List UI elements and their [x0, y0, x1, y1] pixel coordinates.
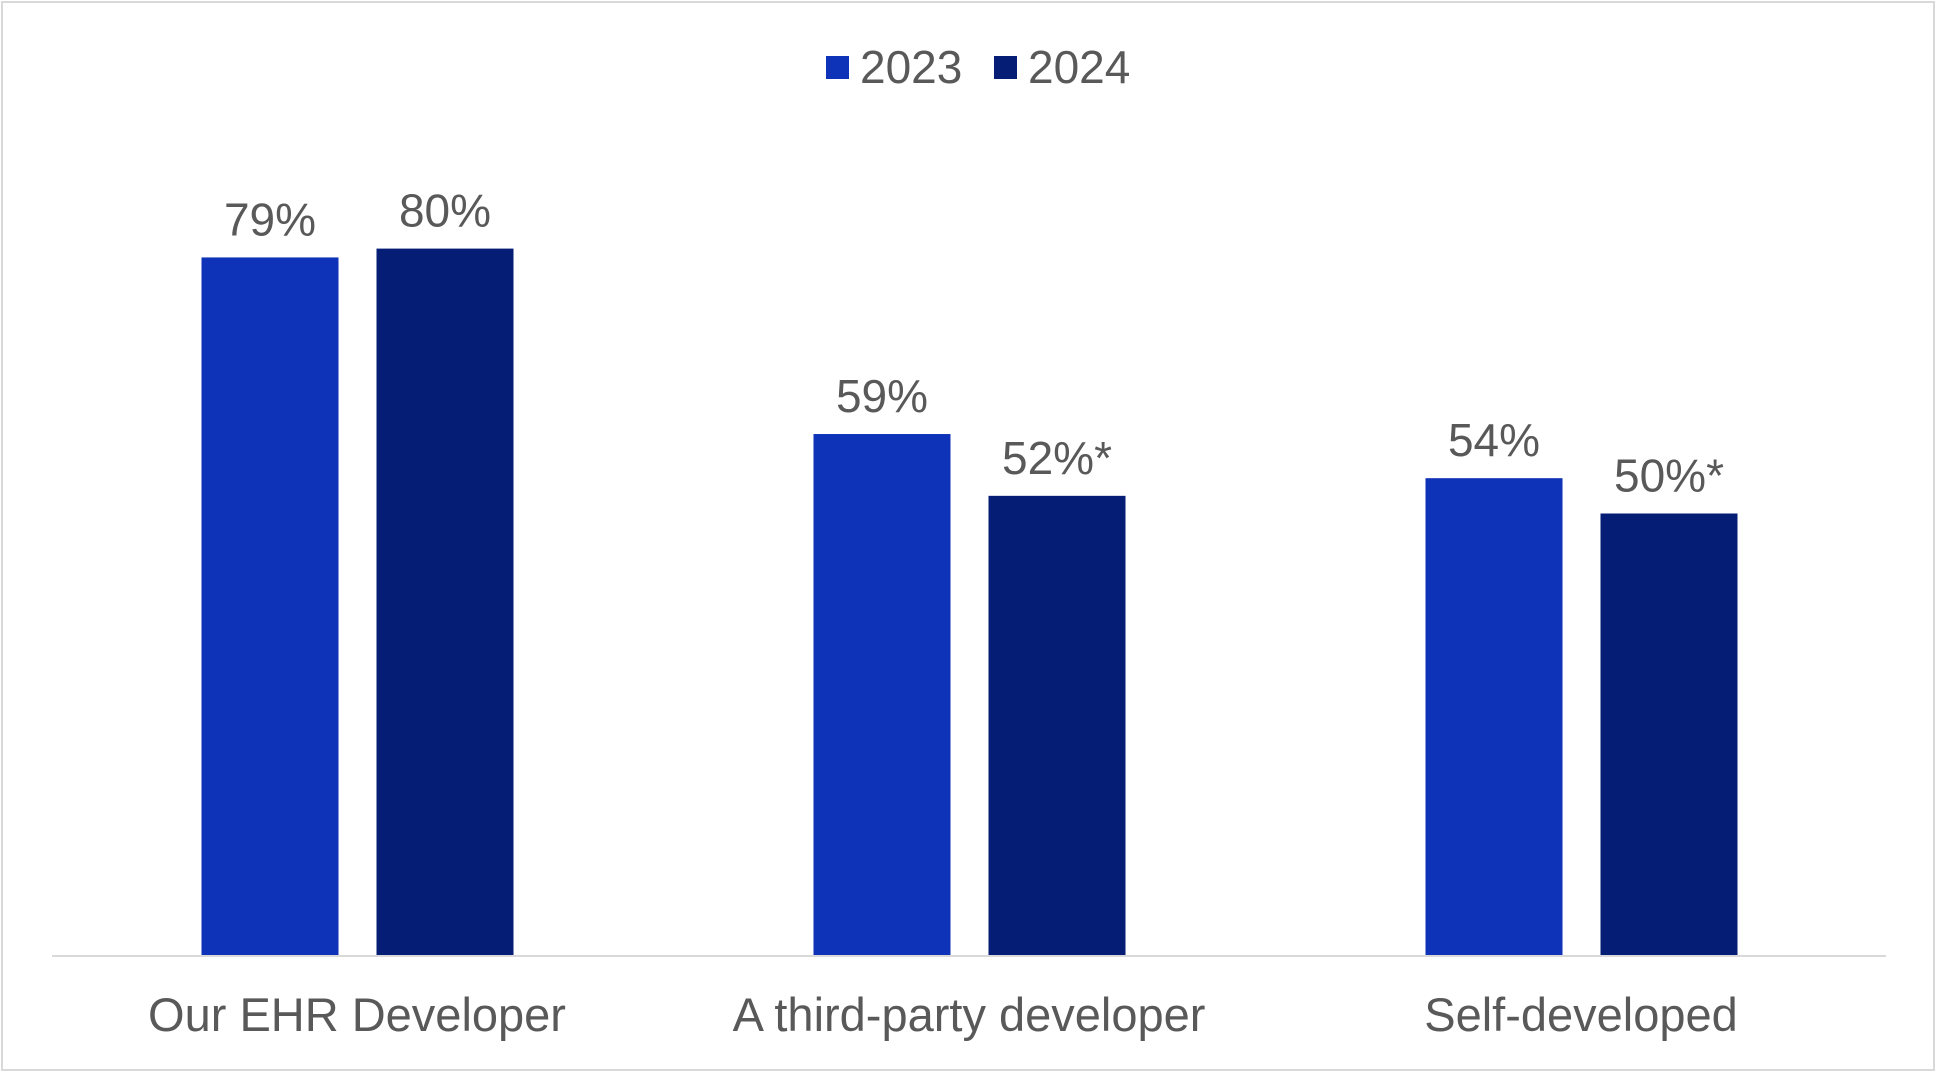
- data-label: 54%: [1448, 414, 1540, 466]
- bar-2023-2: [1425, 478, 1563, 955]
- bar-2024-0: [376, 248, 514, 956]
- bar-2024-1: [988, 495, 1126, 955]
- data-label: 52%*: [1002, 432, 1112, 484]
- legend-label: 2024: [1028, 41, 1130, 93]
- bar-2024-2: [1600, 513, 1738, 955]
- legend-swatch-2023: [826, 56, 849, 79]
- bar-2023-1: [813, 434, 951, 955]
- data-label: 50%*: [1614, 450, 1724, 502]
- legend-label: 2023: [860, 41, 962, 93]
- data-label: 80%: [399, 185, 491, 237]
- data-label: 59%: [836, 370, 928, 422]
- category-label: Self-developed: [1424, 988, 1738, 1041]
- category-label: A third-party developer: [733, 988, 1206, 1041]
- bar-2023-0: [201, 257, 339, 955]
- legend-swatch-2024: [994, 56, 1017, 79]
- data-label: 79%: [224, 193, 316, 245]
- category-label: Our EHR Developer: [148, 988, 566, 1041]
